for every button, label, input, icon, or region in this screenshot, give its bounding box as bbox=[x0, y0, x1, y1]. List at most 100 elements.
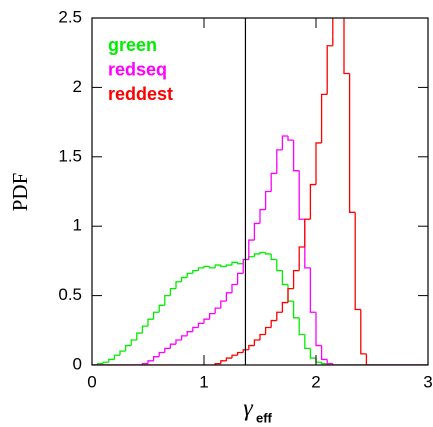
histogram-step bbox=[332, 18, 334, 46]
histogram-step bbox=[225, 264, 232, 267]
histogram-step bbox=[270, 253, 277, 261]
histogram-step bbox=[164, 347, 171, 353]
histogram-step bbox=[119, 350, 126, 356]
plot-area bbox=[92, 18, 428, 365]
y-tick-label: 2.5 bbox=[58, 7, 82, 26]
histogram-step bbox=[231, 283, 238, 293]
histogram-step bbox=[220, 300, 227, 309]
histogram-step bbox=[276, 311, 283, 321]
histogram-step bbox=[164, 294, 171, 306]
histogram-step bbox=[326, 359, 333, 365]
y-axis-label: PDF bbox=[8, 173, 32, 212]
histogram-step bbox=[180, 335, 188, 341]
histogram-step bbox=[136, 332, 143, 341]
histogram-step bbox=[309, 183, 316, 220]
histogram-step bbox=[169, 343, 176, 349]
histogram-step bbox=[270, 319, 277, 328]
legend-entry: reddest bbox=[108, 84, 173, 104]
histogram-step bbox=[158, 351, 165, 357]
histogram-step bbox=[180, 276, 188, 282]
histogram-step bbox=[158, 304, 165, 313]
y-tick-label: 0 bbox=[73, 354, 82, 373]
histogram-step bbox=[203, 318, 210, 324]
legend-entry: redseq bbox=[108, 59, 167, 79]
histogram-step bbox=[276, 149, 283, 174]
histogram-step bbox=[304, 334, 311, 349]
histogram-step bbox=[287, 135, 294, 141]
histogram-step bbox=[253, 339, 260, 346]
y-tick-label: 0.5 bbox=[58, 285, 82, 304]
histogram-step bbox=[214, 307, 221, 314]
y-tick-label: 2 bbox=[73, 77, 82, 96]
histogram-step bbox=[298, 170, 305, 220]
histogram-step bbox=[287, 284, 294, 302]
histogram-step bbox=[320, 93, 328, 143]
histogram-step bbox=[354, 212, 361, 311]
histogram-step bbox=[152, 356, 160, 361]
histogram-step bbox=[281, 270, 288, 286]
histogram-step bbox=[309, 267, 316, 313]
histogram-step bbox=[276, 259, 283, 272]
histogram-step bbox=[292, 301, 300, 319]
histogram-step bbox=[264, 326, 272, 335]
histogram-step bbox=[208, 266, 216, 269]
y-tick-label: 1.5 bbox=[58, 146, 82, 165]
histogram-step bbox=[242, 258, 249, 274]
histogram-step bbox=[264, 252, 272, 255]
histogram-step bbox=[270, 172, 277, 192]
x-tick-label: 2 bbox=[311, 372, 320, 391]
histogram-step bbox=[220, 265, 227, 268]
histogram-step bbox=[236, 262, 244, 265]
histogram-step bbox=[192, 269, 199, 274]
y-tick-label: 1 bbox=[73, 216, 82, 235]
histogram-step bbox=[304, 219, 311, 269]
histogram-step bbox=[326, 45, 333, 95]
histogram-step bbox=[124, 344, 132, 352]
histogram-step bbox=[253, 222, 260, 241]
histogram-step bbox=[231, 261, 238, 266]
histogram-step bbox=[108, 358, 115, 363]
histogram-step bbox=[298, 317, 305, 336]
histogram-step bbox=[248, 344, 255, 350]
histogram-step bbox=[147, 318, 154, 327]
histogram-step bbox=[332, 363, 339, 365]
histogram-step bbox=[281, 135, 288, 150]
histogram-step bbox=[343, 18, 350, 75]
histogram-step bbox=[102, 361, 109, 364]
histogram-step bbox=[236, 272, 244, 285]
histogram-step bbox=[304, 218, 311, 248]
histogram-step bbox=[315, 142, 322, 185]
x-tick-label: 1 bbox=[199, 372, 208, 391]
histogram-step bbox=[147, 360, 154, 364]
histogram-step bbox=[259, 251, 266, 254]
x-tick-label: 0 bbox=[87, 372, 96, 391]
histogram-step bbox=[214, 264, 221, 268]
histogram-step bbox=[360, 309, 367, 355]
histogram-step bbox=[197, 267, 204, 271]
histogram-step bbox=[225, 357, 232, 361]
histogram-step bbox=[315, 312, 322, 347]
histogram-step bbox=[248, 239, 255, 260]
histogram-step bbox=[242, 349, 249, 353]
histogram-step bbox=[259, 333, 266, 341]
histogram-step bbox=[203, 265, 210, 268]
x-axis-label-sub: eff bbox=[256, 410, 273, 425]
histogram-step bbox=[130, 339, 137, 346]
x-axis-label: γ bbox=[243, 396, 253, 422]
histogram-step bbox=[259, 208, 266, 224]
histogram-step bbox=[236, 351, 244, 356]
histogram-step bbox=[248, 256, 255, 260]
histogram-step bbox=[298, 246, 305, 271]
histogram-step bbox=[152, 311, 160, 320]
histogram-step bbox=[292, 140, 300, 172]
histogram-step bbox=[186, 272, 193, 278]
histogram-step bbox=[348, 73, 356, 213]
histogram-step bbox=[208, 312, 216, 320]
legend-entry: green bbox=[108, 35, 157, 55]
plot-frame bbox=[91, 17, 429, 366]
histogram-step bbox=[175, 339, 182, 345]
histogram-step bbox=[287, 288, 294, 303]
histogram-step bbox=[197, 322, 204, 328]
histogram-step bbox=[231, 354, 238, 359]
